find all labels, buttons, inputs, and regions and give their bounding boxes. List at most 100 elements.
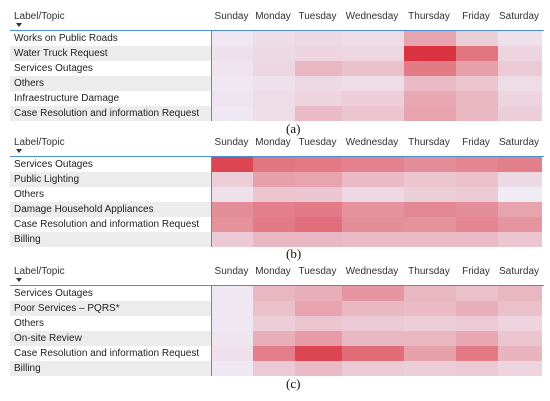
heatmap-cell[interactable]	[498, 172, 542, 187]
heatmap-cell[interactable]	[498, 346, 542, 361]
heatmap-cell[interactable]	[456, 91, 498, 106]
heatmap-cell[interactable]	[456, 316, 498, 331]
heatmap-cell[interactable]	[253, 31, 295, 46]
heatmap-cell[interactable]	[253, 76, 295, 91]
row-label[interactable]: Billing	[14, 363, 41, 374]
column-header-label-topic[interactable]: Label/Topic	[14, 266, 65, 277]
heatmap-cell[interactable]	[295, 232, 342, 247]
heatmap-cell[interactable]	[295, 202, 342, 217]
heatmap-cell[interactable]	[295, 361, 342, 376]
heatmap-cell[interactable]	[404, 106, 456, 121]
column-header-sunday[interactable]: Sunday	[214, 137, 249, 148]
heatmap-cell[interactable]	[404, 46, 456, 61]
heatmap-cell[interactable]	[456, 346, 498, 361]
heatmap-cell[interactable]	[212, 361, 253, 376]
row-label[interactable]: Billing	[14, 234, 41, 245]
heatmap-cell[interactable]	[212, 187, 253, 202]
heatmap-cell[interactable]	[498, 331, 542, 346]
column-header-label-topic[interactable]: Label/Topic	[14, 137, 65, 148]
row-label[interactable]: Services Outages	[14, 63, 93, 74]
heatmap-cell[interactable]	[456, 31, 498, 46]
heatmap-cell[interactable]	[253, 232, 295, 247]
heatmap-cell[interactable]	[212, 202, 253, 217]
heatmap-cell[interactable]	[498, 301, 542, 316]
column-header-friday[interactable]: Friday	[462, 266, 490, 277]
heatmap-cell[interactable]	[212, 331, 253, 346]
heatmap-cell[interactable]	[212, 286, 253, 301]
heatmap-cell[interactable]	[253, 301, 295, 316]
heatmap-cell[interactable]	[342, 361, 404, 376]
heatmap-cell[interactable]	[295, 331, 342, 346]
heatmap-cell[interactable]	[404, 91, 456, 106]
sort-descending-icon[interactable]	[16, 149, 22, 153]
column-header-thursday[interactable]: Thursday	[408, 266, 450, 277]
heatmap-cell[interactable]	[342, 331, 404, 346]
row-label[interactable]: Works on Public Roads	[14, 33, 118, 44]
row-label[interactable]: Damage Household Appliances	[14, 204, 154, 215]
heatmap-cell[interactable]	[498, 217, 542, 232]
column-header-saturday[interactable]: Saturday	[498, 11, 540, 22]
heatmap-cell[interactable]	[253, 331, 295, 346]
heatmap-cell[interactable]	[253, 61, 295, 76]
heatmap-cell[interactable]	[456, 157, 498, 172]
heatmap-cell[interactable]	[456, 76, 498, 91]
heatmap-cell[interactable]	[212, 76, 253, 91]
heatmap-cell[interactable]	[295, 157, 342, 172]
row-label[interactable]: Public Lighting	[14, 174, 80, 185]
heatmap-cell[interactable]	[404, 157, 456, 172]
heatmap-cell[interactable]	[456, 286, 498, 301]
heatmap-cell[interactable]	[498, 187, 542, 202]
heatmap-cell[interactable]	[456, 172, 498, 187]
heatmap-cell[interactable]	[295, 316, 342, 331]
heatmap-cell[interactable]	[498, 106, 542, 121]
heatmap-cell[interactable]	[295, 301, 342, 316]
heatmap-cell[interactable]	[498, 361, 542, 376]
heatmap-cell[interactable]	[342, 217, 404, 232]
heatmap-cell[interactable]	[295, 46, 342, 61]
column-header-sunday[interactable]: Sunday	[214, 266, 249, 277]
column-header-monday[interactable]: Monday	[255, 137, 291, 148]
column-header-monday[interactable]: Monday	[255, 11, 291, 22]
heatmap-cell[interactable]	[253, 202, 295, 217]
heatmap-cell[interactable]	[342, 286, 404, 301]
heatmap-cell[interactable]	[498, 157, 542, 172]
column-header-wednesday[interactable]: Wednesday	[345, 11, 399, 22]
heatmap-cell[interactable]	[212, 157, 253, 172]
column-header-friday[interactable]: Friday	[462, 137, 490, 148]
heatmap-cell[interactable]	[498, 316, 542, 331]
row-label[interactable]: Others	[14, 78, 45, 89]
heatmap-cell[interactable]	[498, 61, 542, 76]
heatmap-cell[interactable]	[342, 91, 404, 106]
row-label[interactable]: Water Truck Request	[14, 48, 108, 59]
heatmap-cell[interactable]	[498, 46, 542, 61]
heatmap-cell[interactable]	[295, 31, 342, 46]
heatmap-cell[interactable]	[456, 106, 498, 121]
heatmap-cell[interactable]	[212, 31, 253, 46]
column-header-tuesday[interactable]: Tuesday	[298, 11, 337, 22]
heatmap-cell[interactable]	[456, 301, 498, 316]
column-header-tuesday[interactable]: Tuesday	[298, 266, 337, 277]
heatmap-cell[interactable]	[295, 76, 342, 91]
heatmap-cell[interactable]	[212, 217, 253, 232]
heatmap-cell[interactable]	[498, 232, 542, 247]
heatmap-cell[interactable]	[253, 187, 295, 202]
heatmap-cell[interactable]	[212, 46, 253, 61]
column-header-saturday[interactable]: Saturday	[498, 266, 540, 277]
row-label[interactable]: On-site Review	[14, 333, 82, 344]
column-header-sunday[interactable]: Sunday	[214, 11, 249, 22]
heatmap-cell[interactable]	[295, 286, 342, 301]
heatmap-cell[interactable]	[342, 31, 404, 46]
heatmap-cell[interactable]	[253, 217, 295, 232]
heatmap-cell[interactable]	[456, 217, 498, 232]
heatmap-cell[interactable]	[253, 361, 295, 376]
heatmap-cell[interactable]	[295, 187, 342, 202]
sort-descending-icon[interactable]	[16, 278, 22, 282]
column-header-tuesday[interactable]: Tuesday	[298, 137, 337, 148]
heatmap-cell[interactable]	[212, 301, 253, 316]
row-label[interactable]: Others	[14, 189, 45, 200]
heatmap-cell[interactable]	[342, 346, 404, 361]
column-header-label-topic[interactable]: Label/Topic	[14, 11, 65, 22]
heatmap-cell[interactable]	[295, 91, 342, 106]
heatmap-cell[interactable]	[404, 172, 456, 187]
heatmap-cell[interactable]	[404, 31, 456, 46]
